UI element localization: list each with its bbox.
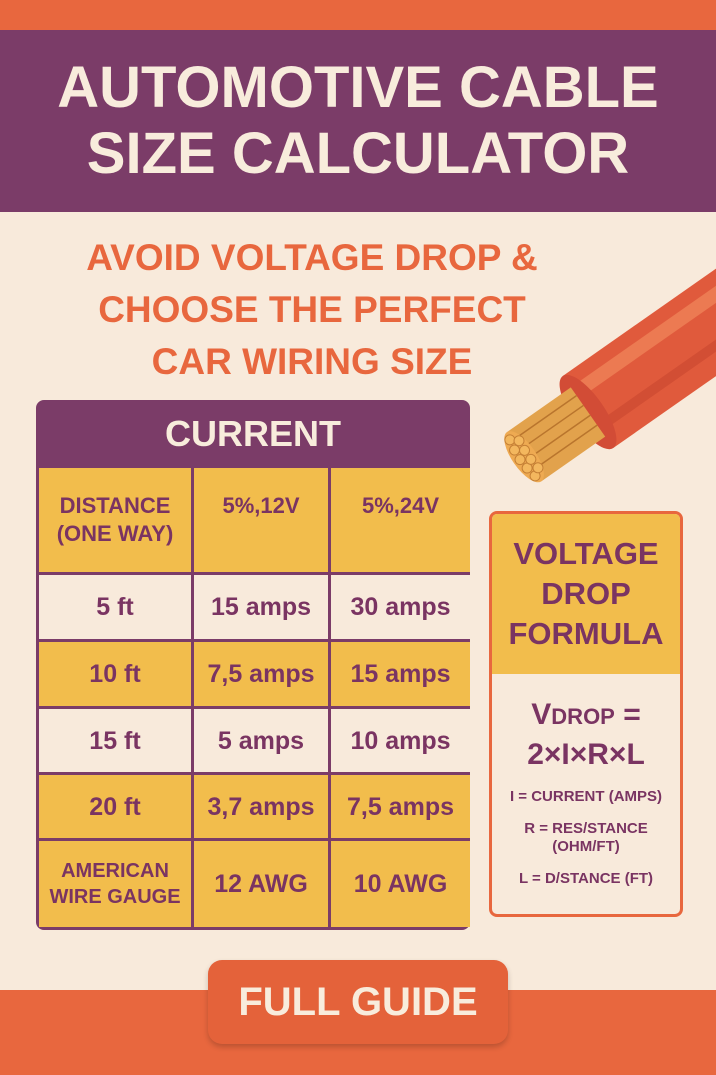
table-cell: 15 amps bbox=[331, 642, 470, 706]
eq-equals: = bbox=[614, 698, 641, 731]
page-title-line1: AUTOMOTIVE CABLE bbox=[57, 55, 659, 120]
header-12v: 5%,12V bbox=[194, 468, 328, 572]
formula-title: VOLTAGE DROP FORMULA bbox=[492, 514, 680, 674]
formula-definition: L = D/STANCE (FT) bbox=[518, 870, 654, 887]
formula-equation: VDROP = 2×I×R×L bbox=[492, 696, 680, 774]
table-cell: 7,5 amps bbox=[194, 642, 328, 706]
formula-definition: R = RES/STANCE (OHM/FT) bbox=[524, 820, 648, 855]
table-cell: 10 ft bbox=[39, 642, 191, 706]
table-row: 20 ft 3,7 amps 7,5 amps bbox=[39, 775, 470, 838]
full-guide-button[interactable]: FULL GUIDE bbox=[208, 960, 508, 1044]
table-header-row: DISTANCE (ONE WAY) 5%,12V 5%,24V bbox=[39, 468, 470, 572]
header-distance: DISTANCE (ONE WAY) bbox=[39, 468, 191, 572]
table-cell: 5 ft bbox=[39, 575, 191, 639]
subtitle-line2: CHOOSE THE PERFECT bbox=[98, 289, 526, 330]
table-cell: 3,7 amps bbox=[194, 775, 328, 838]
table-cell: 15 amps bbox=[194, 575, 328, 639]
table-cell: 30 amps bbox=[331, 575, 470, 639]
voltage-drop-formula-card: VOLTAGE DROP FORMULA VDROP = 2×I×R×L I =… bbox=[489, 511, 683, 917]
formula-definition: I = CURRENT (AMPS) bbox=[509, 788, 663, 805]
eq-line2: 2×I×R×L bbox=[527, 738, 645, 771]
current-table: CURRENT DISTANCE (ONE WAY) 5%,12V 5%,24V… bbox=[36, 400, 470, 930]
eq-sub: DROP bbox=[551, 704, 615, 729]
formula-title-line: FORMULA bbox=[508, 616, 664, 651]
table-cell: 12 AWG bbox=[194, 841, 328, 927]
formula-title-line: DROP bbox=[541, 576, 631, 611]
table-cell: AMERICAN WIRE GAUGE bbox=[39, 841, 191, 927]
top-bar bbox=[0, 0, 716, 30]
eq-v: V bbox=[531, 698, 552, 731]
title-banner: AUTOMOTIVE CABLE SIZE CALCULATOR bbox=[0, 30, 716, 212]
table-cell: 10 amps bbox=[331, 709, 470, 772]
table-row: 15 ft 5 amps 10 amps bbox=[39, 709, 470, 772]
table-row: 10 ft 7,5 amps 15 amps bbox=[39, 642, 470, 706]
formula-title-line: VOLTAGE bbox=[513, 536, 659, 571]
subtitle-line1: AVOID VOLTAGE DROP & bbox=[86, 237, 538, 278]
subtitle: AVOID VOLTAGE DROP & CHOOSE THE PERFECT … bbox=[32, 232, 592, 388]
header-24v: 5%,24V bbox=[331, 468, 470, 572]
table-cell: 7,5 amps bbox=[331, 775, 470, 838]
table-cell: 5 amps bbox=[194, 709, 328, 772]
copper-cable-icon bbox=[504, 230, 716, 483]
table-title: CURRENT bbox=[165, 413, 341, 454]
subtitle-line3: CAR WIRING SIZE bbox=[151, 341, 473, 382]
table-cell: 15 ft bbox=[39, 709, 191, 772]
table-row: 5 ft 15 amps 30 amps bbox=[39, 575, 470, 639]
table-cell: 10 AWG bbox=[331, 841, 470, 927]
page-title-line2: SIZE CALCULATOR bbox=[86, 121, 630, 186]
table-row: AMERICAN WIRE GAUGE 12 AWG 10 AWG bbox=[39, 841, 470, 927]
table-cell: 20 ft bbox=[39, 775, 191, 838]
